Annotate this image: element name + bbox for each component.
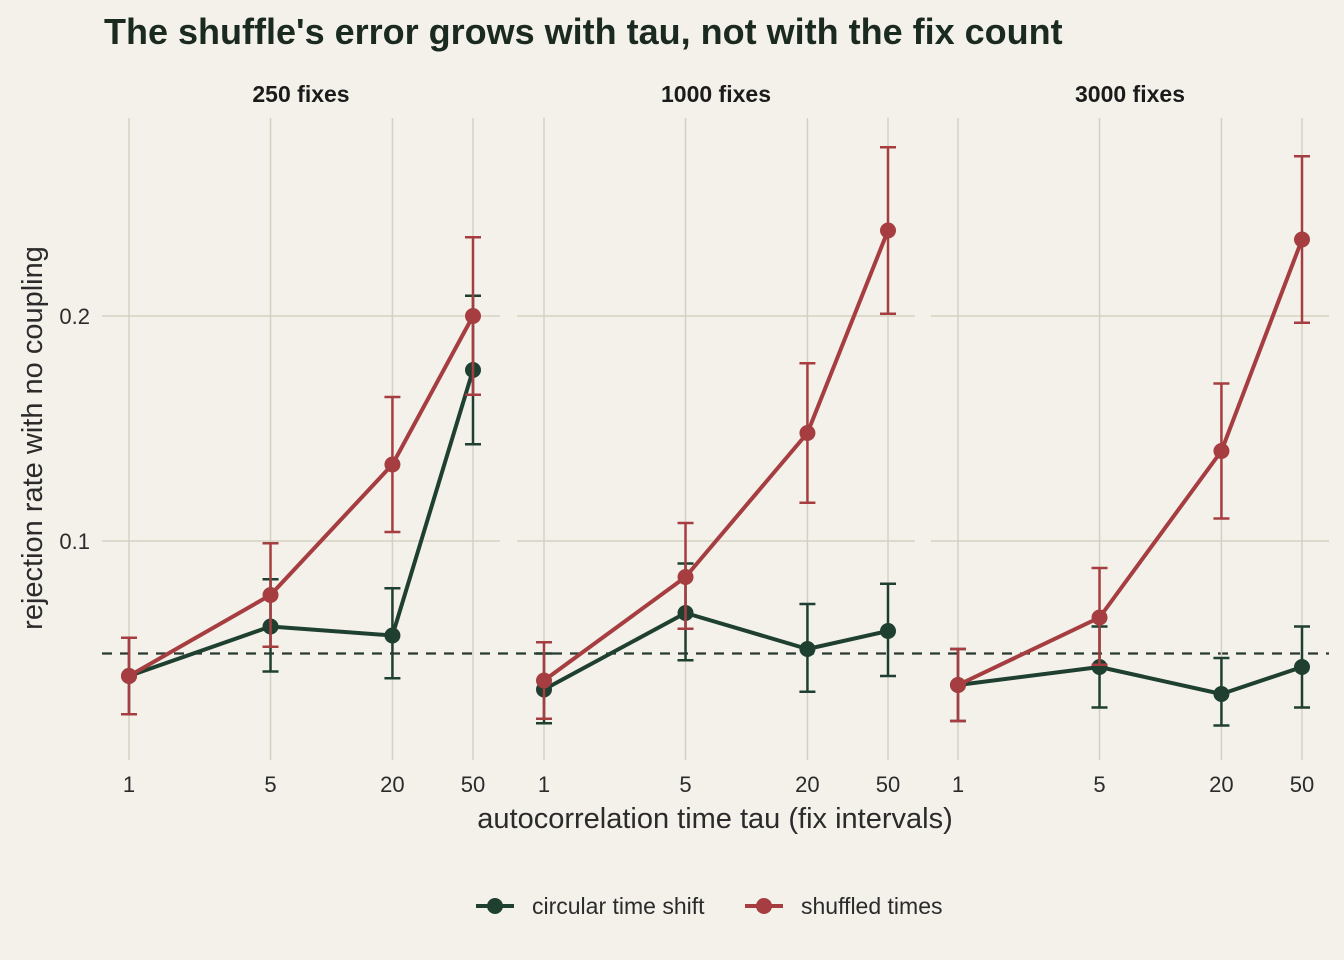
data-point (1294, 659, 1310, 675)
panel-1000-fixes: 1000 fixes 1 5 20 50 (517, 81, 915, 797)
series-line (957, 665, 1303, 696)
data-point (465, 308, 481, 324)
legend-label: circular time shift (532, 893, 705, 919)
data-point (384, 456, 401, 473)
x-tick-label: 1 (123, 772, 135, 797)
legend-item-shuffled-times: shuffled times (745, 893, 942, 919)
data-point (121, 668, 137, 684)
x-tick-label: 5 (264, 772, 276, 797)
x-tick-label: 1 (952, 772, 964, 797)
series-shuffled-times (950, 155, 1310, 723)
data-point (880, 623, 896, 639)
y-axis-title: rejection rate with no coupling (17, 246, 49, 630)
x-tick-label: 20 (1209, 772, 1233, 797)
data-point (950, 677, 966, 693)
data-point (1213, 686, 1230, 702)
panel-strip-label: 250 fixes (252, 81, 349, 107)
y-tick-label: 0.2 (59, 304, 90, 329)
data-point (1091, 609, 1108, 626)
panel-strip-label: 1000 fixes (661, 81, 771, 107)
legend-swatch-point (756, 898, 772, 914)
series-line (128, 315, 475, 678)
legend-label: shuffled times (801, 893, 942, 919)
x-tick-label: 50 (1290, 772, 1314, 797)
chart-title: The shuffle's error grows with tau, not … (104, 11, 1063, 52)
legend-swatch-point (487, 898, 503, 914)
data-point (1294, 231, 1310, 248)
data-point (799, 425, 816, 441)
series-line (128, 369, 475, 678)
panel-strip-label: 3000 fixes (1075, 81, 1185, 107)
legend-item-circular-time-shift: circular time shift (476, 893, 705, 919)
series-circular-time-shift (536, 562, 896, 725)
x-tick-label: 5 (679, 772, 691, 797)
series-shuffled-times (121, 236, 481, 716)
data-point (1213, 443, 1230, 459)
data-point (384, 627, 401, 644)
x-tick-label: 50 (876, 772, 900, 797)
series-line (542, 229, 890, 683)
legend: circular time shift shuffled times (476, 893, 942, 919)
x-tick-label: 5 (1093, 772, 1105, 797)
data-point (677, 569, 694, 585)
data-point (536, 672, 552, 689)
series-line (543, 611, 889, 692)
data-point (880, 222, 896, 239)
series-shuffled-times (536, 146, 896, 720)
data-point (262, 587, 279, 603)
data-point (1091, 659, 1108, 675)
x-axis-title: autocorrelation time tau (fix intervals) (477, 803, 952, 835)
x-tick-label: 50 (461, 772, 485, 797)
series-circular-time-shift (950, 625, 1310, 727)
data-point (799, 641, 816, 657)
x-tick-label: 20 (795, 772, 819, 797)
series-line (957, 238, 1304, 687)
x-tick-label: 1 (538, 772, 550, 797)
y-tick-label: 0.1 (59, 529, 90, 554)
panel-3000-fixes: 3000 fixes 1 5 20 50 (931, 81, 1329, 797)
x-tick-label: 20 (380, 772, 404, 797)
panel-250-fixes: 250 fixes 1 5 20 50 (102, 81, 500, 797)
